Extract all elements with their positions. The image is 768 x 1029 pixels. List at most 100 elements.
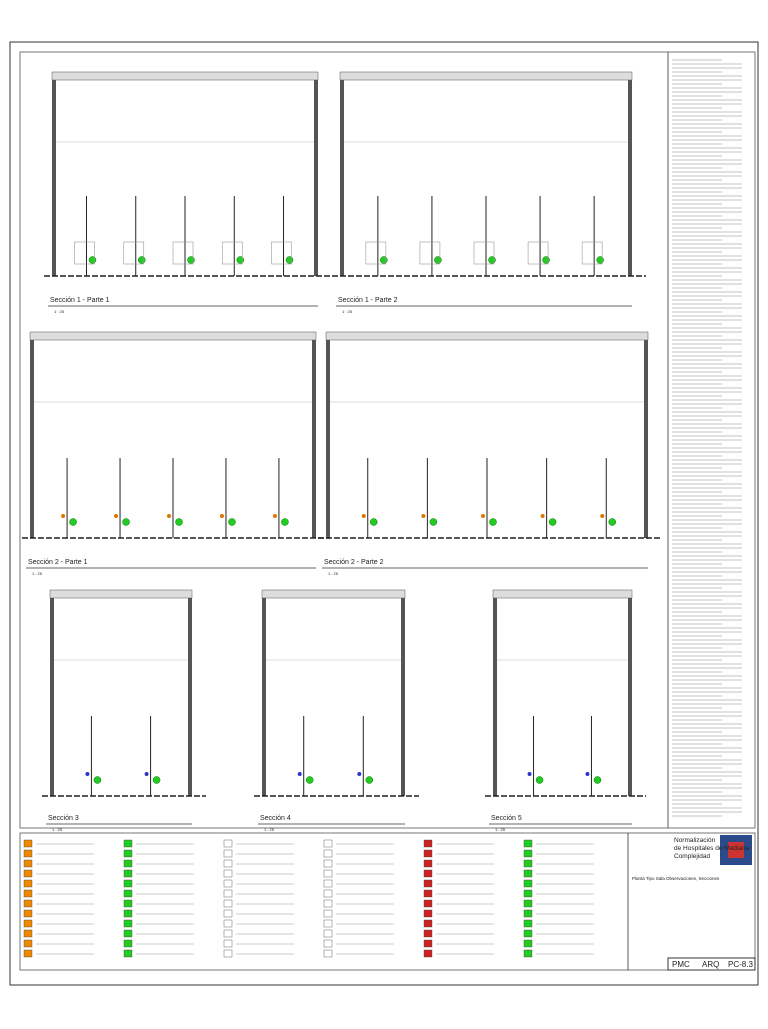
slab [325,331,649,341]
slab [51,71,319,81]
legend-symbol [423,879,433,888]
legend-symbol [523,929,533,938]
logo-mark [728,842,744,858]
outlet [585,772,590,776]
equipment [369,518,378,526]
section-scale: 1 : 25 [495,827,506,832]
section-title: Sección 2 - Parte 2 [324,559,384,566]
section-scale: 1 : 25 [52,827,63,832]
outlet [272,514,277,518]
legend-symbol [23,949,33,958]
legend-symbol [223,929,233,938]
project-title: Normalización de Hospitales de Mediana Com… [674,837,750,860]
section-scale: 1 : 25 [54,309,65,314]
equipment [228,518,236,526]
equipment [187,256,195,264]
equipment [88,256,97,264]
code: PC-8.3 [728,960,753,969]
section-title: Sección 2 - Parte 1 [28,559,88,566]
section-title: Sección 3 [48,815,79,822]
legend-symbol [123,849,133,858]
legend-symbol [423,839,433,848]
legend-symbol [123,899,133,908]
legend-symbol [123,949,133,958]
code: PMC [672,960,690,969]
legend-symbol [323,889,333,898]
slab [261,589,406,599]
equipment [305,776,314,784]
legend-symbol [223,839,233,848]
wall [628,598,632,796]
bed [123,241,145,265]
legend-symbol [323,849,333,858]
legend-symbol [523,939,533,948]
legend-symbol [523,839,533,848]
equipment [596,256,604,264]
legend-symbol [123,909,133,918]
equipment [93,776,102,784]
legend-symbol [423,929,433,938]
wall [50,598,54,796]
legend-symbol [423,909,433,918]
legend-symbol [23,929,33,938]
slab [492,589,633,599]
bed [527,241,549,265]
legend-symbol [223,939,233,948]
outlet [61,514,66,518]
outlet [527,772,532,776]
legend-symbol [523,889,533,898]
legend-symbol [523,909,533,918]
bed [172,241,194,265]
section-scale: 1 : 25 [32,571,43,576]
bed [581,241,603,265]
legend-symbol [323,949,333,958]
code: ARQ [702,960,719,969]
legend-symbol [423,939,433,948]
bed [271,241,292,265]
legend-symbol [223,949,233,958]
legend-symbol [23,909,33,918]
legend-symbol [23,839,33,848]
legend-symbol [23,859,33,868]
slab [339,71,633,81]
wall [401,598,405,796]
legend-symbol [123,939,133,948]
legend-symbol [323,929,333,938]
bed [221,241,243,265]
bed [473,241,495,265]
slab [29,331,317,341]
outlet [481,514,485,518]
legend-symbol [123,889,133,898]
equipment [137,256,146,264]
legend-symbol [323,939,333,948]
outlet [144,772,149,776]
equipment [608,518,617,526]
equipment [236,256,245,264]
wall [628,80,632,276]
decoration [22,59,742,958]
section-title: Sección 4 [260,815,291,822]
outlet [421,514,426,518]
outlet [297,772,302,776]
legend-symbol [223,909,233,918]
legend-symbol [223,869,233,878]
legend-symbol [323,899,333,908]
section-scale: 1 : 25 [328,571,339,576]
legend-symbol [523,949,533,958]
section-scale: 1 : 25 [342,309,353,314]
legend-symbol [423,889,433,898]
legend-symbol [223,919,233,928]
legend-symbol [523,849,533,858]
bed [419,241,441,265]
equipment [122,518,130,526]
legend-symbol [323,859,333,868]
outlet [167,514,171,518]
legend-symbol [523,919,533,928]
legend-symbol [423,919,433,928]
equipment [365,776,374,784]
outlet [219,514,224,518]
legend-symbol [523,869,533,878]
legend-symbol [523,859,533,868]
legend-symbol [423,859,433,868]
